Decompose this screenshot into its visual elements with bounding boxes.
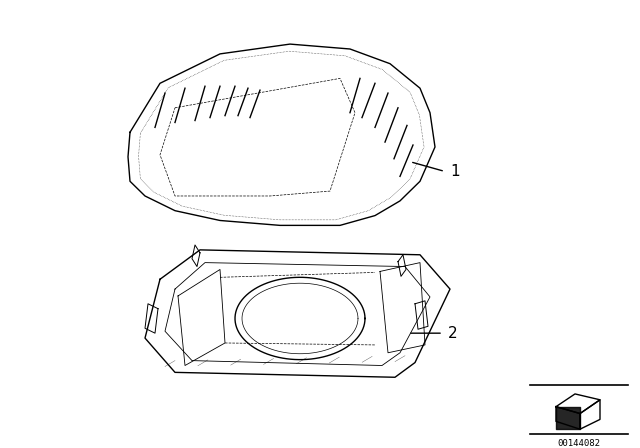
Text: 1: 1 [450,164,460,179]
Text: 2: 2 [448,326,458,340]
Text: 00144082: 00144082 [557,439,600,448]
